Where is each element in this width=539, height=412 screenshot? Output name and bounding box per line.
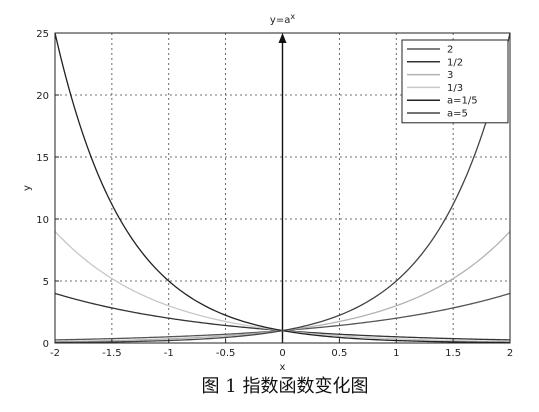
x-tick-label: 0 bbox=[279, 348, 285, 359]
x-tick-label: -1 bbox=[164, 348, 174, 359]
chart-title: y=ax bbox=[270, 12, 295, 26]
legend-label: a=5 bbox=[447, 109, 468, 120]
x-tick-labels: -2 -1.5 -1 -0.5 0 0.5 1 1.5 2 bbox=[50, 339, 513, 359]
y-tick-label: 20 bbox=[36, 91, 49, 102]
legend-box bbox=[401, 39, 509, 124]
figure-caption: 图 1 指数函数变化图 bbox=[202, 376, 369, 397]
x-axis-label: x bbox=[280, 362, 286, 373]
x-tick-label: 2 bbox=[507, 348, 513, 359]
y-tick-label: 0 bbox=[43, 339, 49, 350]
x-tick-label: 0.5 bbox=[331, 348, 347, 359]
legend-items: 21/2 3 1/3 a=1/5 a=5 bbox=[407, 45, 478, 120]
x-tick-label: -1.5 bbox=[102, 348, 122, 359]
x-tick-label: 1.5 bbox=[445, 348, 461, 359]
x-tick-label: -2 bbox=[50, 348, 60, 359]
chart-title-superscript: x bbox=[290, 12, 295, 21]
series-lines bbox=[55, 33, 510, 343]
zero-axes bbox=[278, 33, 287, 343]
y-tick-label: 25 bbox=[36, 29, 49, 40]
legend-label: 1/2 bbox=[447, 57, 463, 68]
legend-label: 2 bbox=[447, 45, 453, 56]
y-axis-label: y bbox=[22, 185, 33, 191]
legend-label: 1/3 bbox=[447, 83, 463, 94]
y-tick-label: 10 bbox=[36, 215, 49, 226]
series-line-6 bbox=[55, 33, 510, 343]
legend: 21/2 3 1/3 a=1/5 a=5 bbox=[401, 39, 509, 124]
legend-label: a=1/5 bbox=[447, 96, 478, 107]
y-tick-label: 5 bbox=[43, 277, 49, 288]
x-tick-label: 1 bbox=[393, 348, 399, 359]
y-tick-label: 15 bbox=[36, 153, 49, 164]
legend-label: 3 bbox=[447, 70, 453, 81]
y-tick-labels: 0 5 10 15 20 25 bbox=[36, 29, 59, 350]
x-tick-label: -0.5 bbox=[216, 348, 236, 359]
y-axis-arrow bbox=[278, 33, 287, 43]
